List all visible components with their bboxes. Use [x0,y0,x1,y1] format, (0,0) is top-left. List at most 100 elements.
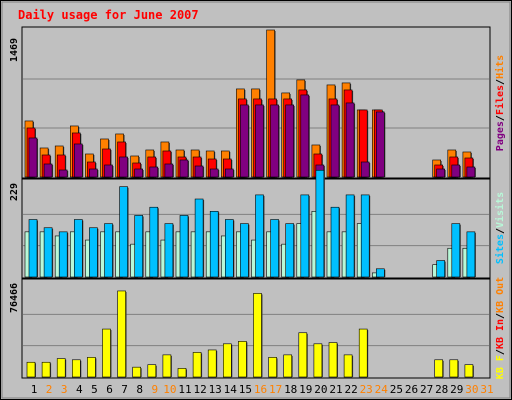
x-tick-label-day-5: 5 [91,383,98,396]
x-tick-label-day-22: 22 [344,383,357,396]
bar-pages-day-23 [360,161,370,178]
x-tick-label-day-26: 26 [405,383,418,396]
x-tick-label-day-8: 8 [136,383,143,396]
bar-sites-day-1 [28,219,38,278]
bar-sites-day-23 [360,194,370,278]
bar-kbin-day-10 [162,354,172,378]
legend-sep-4: / [495,349,506,355]
bar-kbin-day-22 [343,354,353,378]
bar-kbin-day-21 [328,342,338,378]
x-tick-label-day-31: 31 [480,383,493,396]
bar-pages-day-15 [240,104,249,178]
bar-kbin-day-1 [26,361,36,378]
legend-sep-5: / [495,313,506,319]
bar-kbin-day-30 [464,364,474,378]
bar-sites-day-28 [436,260,446,278]
bar-pages-day-21 [330,104,340,178]
bar-sites-day-10 [164,223,174,278]
bar-pages-day-11 [179,159,189,178]
x-tick-label-day-7: 7 [121,383,128,396]
x-tick-label-day-28: 28 [435,383,448,396]
x-tick-label-day-13: 13 [209,383,222,396]
panel1-ymax-label: 1469 [9,38,20,62]
panel2-legend: Sites/Visits [494,192,506,264]
bar-sites-day-5 [89,227,98,278]
panel1-bars [24,29,476,178]
x-tick-label-day-10: 10 [163,383,176,396]
bar-sites-day-7 [119,186,128,278]
bar-pages-day-9 [149,166,159,178]
bar-kbin-day-17 [268,357,277,378]
bar-sites-day-11 [179,215,189,278]
bar-pages-day-2 [43,163,53,178]
bar-pages-day-18 [285,104,295,178]
bar-kbin-day-15 [238,341,247,378]
bar-sites-day-24 [375,268,385,278]
bar-sites-day-14 [225,219,234,278]
x-tick-label-day-19: 19 [299,383,312,396]
x-tick-label-day-1: 1 [31,383,38,396]
x-tick-label-day-24: 24 [375,383,389,396]
bar-pages-day-12 [194,165,204,178]
bar-pages-day-16 [255,104,264,178]
bar-sites-day-17 [270,219,279,278]
bar-pages-day-22 [345,102,355,178]
bar-kbin-day-16 [253,293,262,378]
bar-kbin-day-3 [56,358,66,378]
bar-sites-day-4 [74,219,83,278]
bar-kbin-day-4 [72,359,81,378]
x-tick-label-day-18: 18 [284,383,297,396]
bar-pages-day-24 [375,111,385,178]
bar-sites-day-29 [451,223,461,278]
bar-kbin-day-7 [117,290,126,378]
bar-sites-day-22 [345,194,355,278]
bar-pages-day-1 [28,137,38,178]
bar-kbin-day-14 [223,343,232,378]
x-tick-label-day-30: 30 [465,383,478,396]
bar-sites-day-15 [240,223,249,278]
bar-sites-day-8 [134,215,143,278]
bar-sites-day-16 [255,194,264,278]
bar-sites-day-30 [466,231,476,278]
panel2-bars [24,169,476,278]
bar-kbin-day-18 [283,354,293,378]
legend-sites: Sites [494,234,506,264]
x-tick-label-day-17: 17 [269,383,282,396]
chart-title: Daily usage for June 2007 [18,8,199,22]
x-tick-label-day-6: 6 [106,383,113,396]
bar-sites-day-21 [330,206,340,278]
bar-kbin-day-23 [358,328,368,378]
bar-pages-day-3 [58,169,68,178]
legend-kbf: KB F [495,355,506,379]
bar-pages-day-29 [451,164,461,178]
bar-pages-day-14 [225,168,234,178]
legend-files: Files [494,85,506,115]
bar-kbin-day-8 [132,366,141,378]
legend-visits: Visits [494,192,506,228]
bar-sites-day-19 [300,194,310,278]
panel3-ymax-label: 76466 [9,283,20,313]
x-tick-label-day-21: 21 [329,383,342,396]
x-tick-label-day-14: 14 [224,383,238,396]
panel3-bars [26,290,474,378]
x-axis-day-labels: 1 2 3 4 5 6 7 8 9 10 11 12 13 14 15 16 17 18 19 20 21 22 23 24 2… [31,383,494,396]
bar-sites-day-13 [209,211,219,278]
bar-pages-day-5 [89,168,98,178]
bar-kbin-day-13 [207,349,217,378]
x-tick-label-day-9: 9 [151,383,158,396]
bar-sites-day-3 [58,231,68,278]
bar-pages-day-30 [466,166,476,178]
bar-pages-day-4 [74,143,83,178]
legend-kbin: KB In [495,319,506,349]
bar-kbin-day-12 [192,352,202,378]
bar-pages-day-13 [209,168,219,178]
x-tick-label-day-11: 11 [178,383,191,396]
panel1-legend: Pages/Files/Hits [494,55,506,151]
x-tick-label-day-27: 27 [420,383,433,396]
x-tick-label-day-20: 20 [314,383,327,396]
x-tick-label-day-15: 15 [239,383,252,396]
legend-sep-1: / [495,115,506,121]
bar-kbin-day-11 [177,368,187,378]
